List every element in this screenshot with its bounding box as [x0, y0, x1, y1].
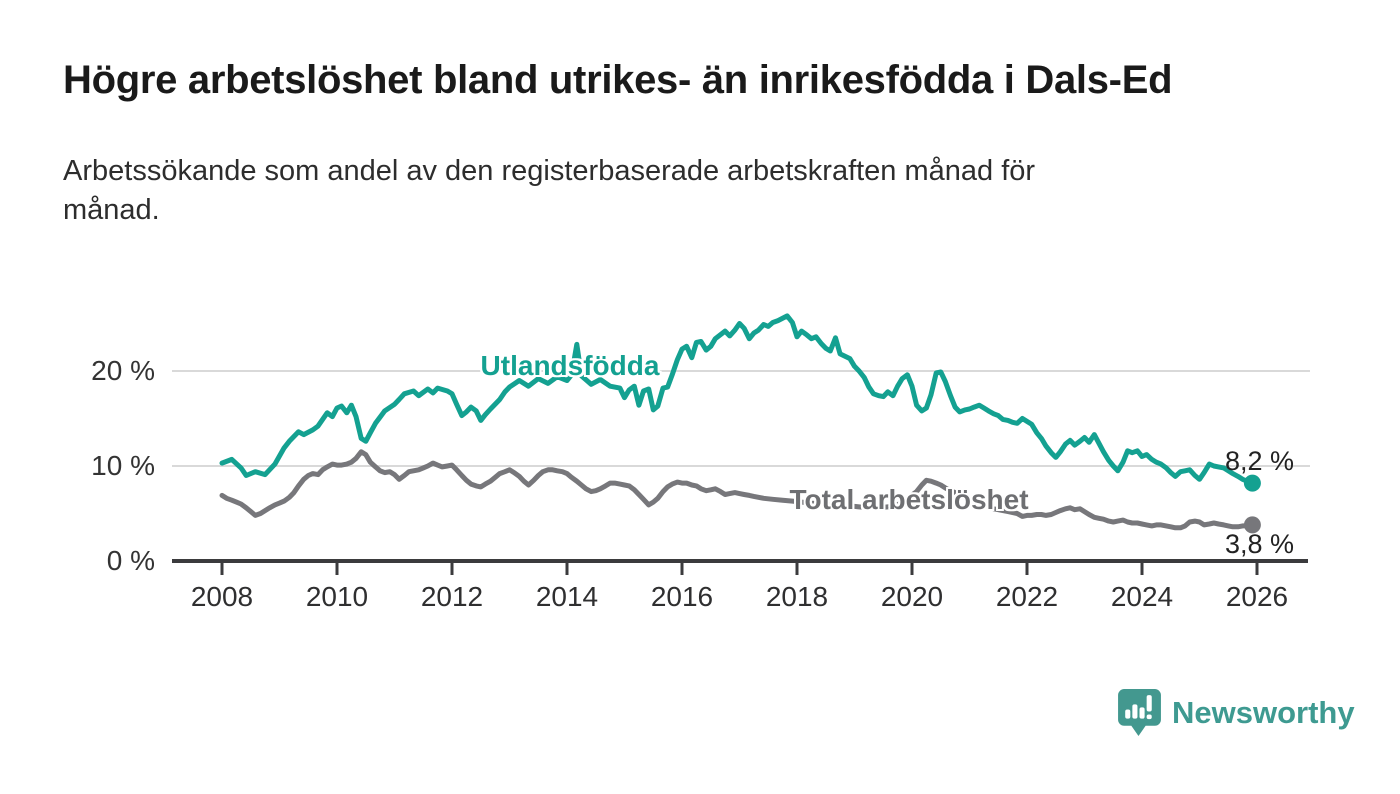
- y-tick-label: 0 %: [106, 545, 155, 576]
- brand-name: Newsworthy: [1172, 694, 1355, 730]
- series-lines: [219, 313, 1255, 531]
- end-value-label-total: 3,8 %: [1225, 529, 1295, 559]
- x-tick-label: 2020: [880, 581, 944, 612]
- x-tick-label: 2014: [535, 581, 599, 612]
- x-tick-label: 2010: [305, 581, 369, 612]
- x-axis: [172, 559, 1308, 575]
- series-label-utlandsfodda: Utlandsfödda: [480, 350, 660, 381]
- y-tick-label: 10 %: [91, 450, 155, 481]
- subtitle-line-1: Arbetssökande som andel av den registerb…: [63, 155, 1036, 187]
- x-tick-label: 2012: [420, 581, 484, 612]
- subtitle-line-2: månad.: [63, 194, 160, 226]
- page-title: Högre arbetslöshet bland utrikes- än inr…: [63, 58, 1173, 102]
- x-tick-label: 2024: [1110, 581, 1174, 612]
- series-label-total-arbetsloshet: Total arbetslöshet: [789, 484, 1029, 515]
- x-tick-label: 2016: [650, 581, 714, 612]
- end-value-label-utlandsfodda: 8,2 %: [1225, 446, 1295, 476]
- x-tick-label: 2022: [995, 581, 1059, 612]
- series-end-dots: [1243, 474, 1261, 534]
- x-tick-label: 2026: [1225, 581, 1289, 612]
- gridlines: [172, 370, 1310, 467]
- newsworthy-logo-icon: [1118, 689, 1161, 736]
- newsworthy-brand: Newsworthy: [1117, 688, 1355, 737]
- x-tick-label: 2008: [190, 581, 254, 612]
- page-subtitle: Arbetssökande som andel av den registerb…: [63, 152, 1303, 230]
- y-tick-label: 20 %: [91, 355, 155, 386]
- x-tick-label: 2018: [765, 581, 829, 612]
